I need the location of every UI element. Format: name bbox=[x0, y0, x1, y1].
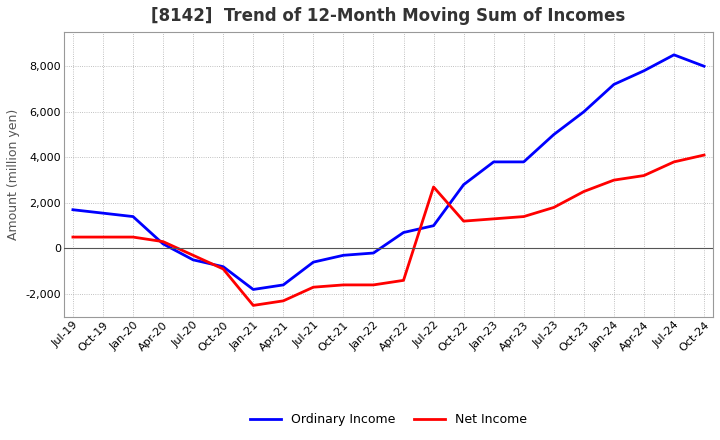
Net Income bbox=[249, 303, 258, 308]
Ordinary Income bbox=[158, 241, 167, 246]
Ordinary Income bbox=[99, 210, 107, 216]
Net Income bbox=[219, 266, 228, 271]
Ordinary Income bbox=[219, 264, 228, 269]
Net Income bbox=[309, 285, 318, 290]
Ordinary Income bbox=[610, 82, 618, 87]
Net Income bbox=[99, 235, 107, 240]
Net Income bbox=[580, 189, 588, 194]
Ordinary Income bbox=[339, 253, 348, 258]
Net Income bbox=[189, 253, 197, 258]
Net Income bbox=[519, 214, 528, 219]
Ordinary Income bbox=[459, 182, 468, 187]
Ordinary Income bbox=[580, 109, 588, 114]
Title: [8142]  Trend of 12-Month Moving Sum of Incomes: [8142] Trend of 12-Month Moving Sum of I… bbox=[151, 7, 626, 25]
Net Income bbox=[399, 278, 408, 283]
Line: Net Income: Net Income bbox=[73, 155, 704, 305]
Net Income bbox=[129, 235, 138, 240]
Ordinary Income bbox=[129, 214, 138, 219]
Net Income bbox=[490, 216, 498, 221]
Y-axis label: Amount (million yen): Amount (million yen) bbox=[7, 109, 20, 240]
Net Income bbox=[68, 235, 77, 240]
Net Income bbox=[610, 177, 618, 183]
Ordinary Income bbox=[549, 132, 558, 137]
Ordinary Income bbox=[369, 250, 378, 256]
Ordinary Income bbox=[189, 257, 197, 263]
Net Income bbox=[549, 205, 558, 210]
Net Income bbox=[639, 173, 648, 178]
Ordinary Income bbox=[490, 159, 498, 165]
Ordinary Income bbox=[399, 230, 408, 235]
Net Income bbox=[158, 239, 167, 244]
Net Income bbox=[700, 152, 708, 158]
Ordinary Income bbox=[429, 223, 438, 228]
Ordinary Income bbox=[68, 207, 77, 213]
Net Income bbox=[369, 282, 378, 288]
Legend: Ordinary Income, Net Income: Ordinary Income, Net Income bbox=[245, 408, 532, 432]
Net Income bbox=[279, 298, 287, 304]
Ordinary Income bbox=[639, 68, 648, 73]
Net Income bbox=[339, 282, 348, 288]
Ordinary Income bbox=[249, 287, 258, 292]
Line: Ordinary Income: Ordinary Income bbox=[73, 55, 704, 290]
Net Income bbox=[429, 184, 438, 190]
Ordinary Income bbox=[519, 159, 528, 165]
Net Income bbox=[670, 159, 678, 165]
Ordinary Income bbox=[309, 260, 318, 265]
Ordinary Income bbox=[279, 282, 287, 288]
Ordinary Income bbox=[700, 64, 708, 69]
Ordinary Income bbox=[670, 52, 678, 58]
Net Income bbox=[459, 219, 468, 224]
